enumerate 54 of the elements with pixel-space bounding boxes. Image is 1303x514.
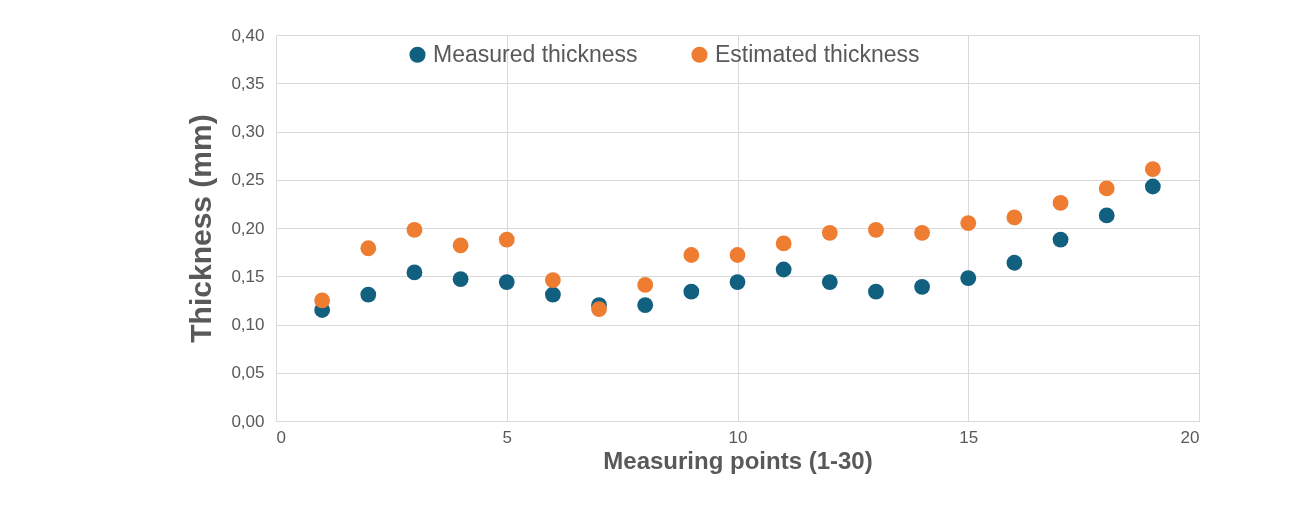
point	[729, 247, 746, 263]
y-tick-label: 0,20	[231, 218, 265, 238]
point	[637, 277, 654, 293]
y-axis-title: Thickness (mm)	[184, 114, 218, 343]
point	[1006, 209, 1023, 226]
point	[452, 237, 469, 254]
point	[591, 301, 607, 317]
y-tick-label: 0,10	[231, 315, 265, 334]
point	[821, 224, 838, 241]
point	[1144, 161, 1161, 178]
x-tick-label: 20	[1180, 427, 1200, 447]
point	[1144, 178, 1161, 195]
point	[544, 272, 561, 288]
point	[729, 274, 746, 290]
x-tick-label: 15	[959, 427, 979, 447]
x-tick-label: 10	[728, 427, 748, 447]
y-tick-label: 0,25	[231, 170, 265, 190]
point	[314, 292, 331, 309]
point	[683, 283, 700, 300]
point	[498, 274, 515, 290]
point	[683, 247, 700, 263]
point	[1098, 180, 1115, 197]
point	[406, 264, 423, 281]
x-tick-label: 5	[502, 427, 512, 447]
point	[360, 286, 377, 303]
point	[775, 235, 792, 252]
point	[452, 271, 469, 288]
y-tick-label: 0,40	[231, 25, 265, 45]
point	[544, 286, 561, 303]
point	[406, 222, 423, 238]
point	[914, 224, 931, 241]
point	[360, 240, 377, 257]
point	[914, 278, 931, 295]
y-tick-label: 0,35	[231, 73, 265, 93]
x-tick-label: 0	[276, 427, 286, 447]
point	[775, 261, 792, 278]
y-tick-label: 0,05	[231, 363, 265, 383]
point	[498, 231, 515, 248]
x-axis-title: Measuring points (1-30)	[603, 446, 873, 474]
point	[1098, 207, 1115, 224]
y-tick-label: 0,15	[231, 266, 265, 286]
point	[868, 222, 884, 238]
point	[1052, 195, 1069, 211]
y-tick-label: 0,00	[231, 411, 265, 431]
legend-label: Measured thickness	[433, 40, 638, 67]
point	[960, 270, 977, 287]
point	[821, 274, 838, 290]
point	[1052, 231, 1069, 248]
point	[960, 215, 977, 232]
point	[868, 283, 884, 300]
point	[1006, 254, 1023, 271]
y-tick-label: 0,30	[231, 122, 265, 141]
legend-label: Estimated thickness	[715, 40, 920, 67]
point	[637, 297, 654, 314]
